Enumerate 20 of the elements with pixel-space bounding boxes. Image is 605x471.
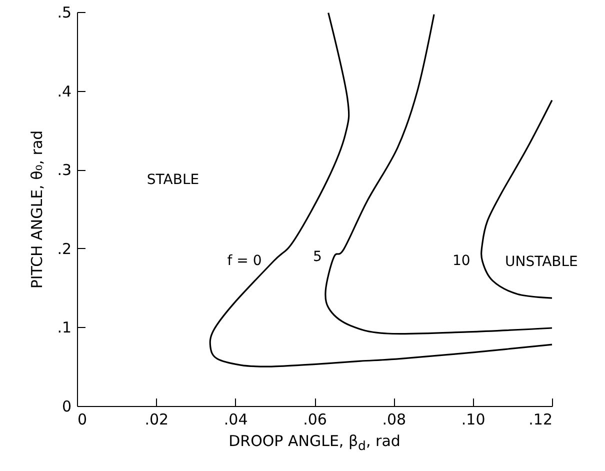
- x-tick-label: .10: [461, 410, 486, 428]
- x-axis-title: DROOP ANGLE, β$_{d}$, rad: [228, 432, 402, 453]
- x-tick-label: .02: [144, 410, 169, 428]
- x-tick-label: .08: [382, 410, 406, 428]
- y-tick-label: .3: [57, 161, 72, 180]
- series-label: f = 0: [227, 253, 262, 270]
- y-tick-label: .1: [57, 318, 72, 337]
- series-label: 5: [312, 249, 322, 266]
- x-tick-label: .12: [528, 410, 552, 428]
- x-tick-label: .04: [224, 410, 248, 428]
- y-axis-title: PITCH ANGLE, θ₀, rad: [28, 130, 46, 289]
- series-label: 10: [452, 253, 470, 270]
- x-tick-label: .06: [303, 410, 327, 428]
- y-tick-label: 0: [62, 398, 72, 416]
- y-tick-label: .5: [57, 4, 72, 22]
- annotation: UNSTABLE: [505, 254, 578, 270]
- x-tick-label: 0: [78, 410, 88, 428]
- y-tick-label: .2: [57, 240, 72, 258]
- y-tick-label: .4: [57, 82, 72, 100]
- annotation: STABLE: [146, 172, 200, 188]
